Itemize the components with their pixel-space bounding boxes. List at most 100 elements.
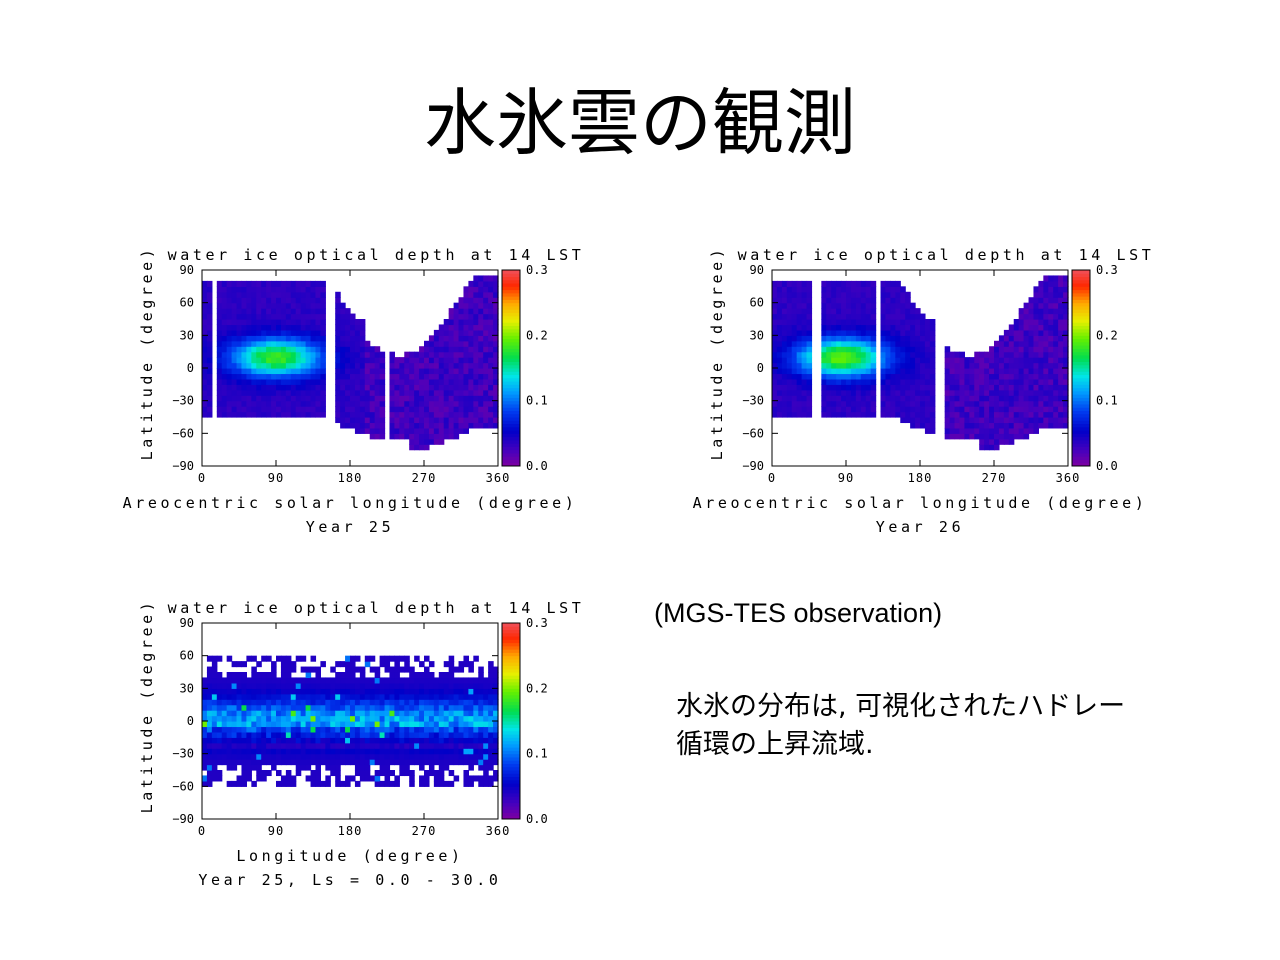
heatmap-cell: [414, 682, 420, 689]
heatmap-cell: [226, 319, 233, 326]
heatmap-cell: [261, 373, 267, 380]
heatmap-cell: [231, 280, 238, 287]
colorbar-segment: [502, 792, 520, 797]
heatmap-cell: [458, 324, 465, 331]
heatmap-cell: [984, 395, 990, 402]
heatmap-cell: [974, 433, 980, 440]
heatmap-cell: [335, 373, 341, 380]
heatmap-cell: [330, 721, 336, 728]
heatmap-cell: [954, 395, 961, 402]
heatmap-cell: [221, 400, 228, 407]
heatmap-cell: [409, 721, 415, 728]
heatmap-cell: [404, 655, 410, 662]
heatmap-cell: [483, 329, 489, 336]
heatmap-cell: [271, 699, 277, 706]
heatmap-cell: [369, 693, 376, 700]
heatmap-cell: [280, 759, 287, 766]
heatmap-cell: [202, 324, 208, 331]
heatmap-cell: [241, 775, 247, 782]
heatmap-cell: [1058, 351, 1064, 358]
heatmap-cell: [1053, 384, 1059, 391]
heatmap-cell: [900, 362, 906, 369]
heatmap-cell: [419, 672, 425, 679]
heatmap-cell: [1058, 340, 1064, 347]
heatmap-cell: [493, 313, 499, 320]
colorbar-tick-label: 0.0: [526, 459, 548, 473]
heatmap-cell: [488, 340, 494, 347]
heatmap-cell: [290, 693, 297, 700]
heatmap-cell: [1023, 384, 1030, 391]
colorbar-segment: [502, 737, 520, 742]
heatmap-cell: [954, 357, 961, 364]
heatmap-cell: [404, 400, 410, 407]
heatmap-cell: [831, 378, 837, 385]
heatmap-cell: [776, 335, 783, 342]
heatmap-cell: [433, 748, 440, 755]
heatmap-cell: [772, 286, 778, 293]
heatmap-cell: [246, 704, 252, 711]
heatmap-cell: [1033, 351, 1039, 358]
heatmap-cell: [836, 302, 842, 309]
heatmap-cell: [359, 411, 366, 418]
heatmap-cell: [493, 308, 499, 315]
heatmap-cell: [320, 351, 326, 358]
heatmap-cell: [772, 384, 778, 391]
heatmap-cell: [801, 302, 808, 309]
heatmap-cell: [841, 335, 847, 342]
heatmap-cell: [285, 753, 292, 760]
heatmap-cell: [1038, 395, 1044, 402]
heatmap-cell: [261, 324, 267, 331]
heatmap-cell: [998, 422, 1005, 429]
heatmap-cell: [1033, 378, 1039, 385]
heatmap-cell: [905, 357, 911, 364]
heatmap-cell: [345, 422, 351, 429]
heatmap-cell: [979, 395, 985, 402]
heatmap-cell: [478, 742, 484, 749]
heatmap-cell: [271, 346, 277, 353]
heatmap-cell: [384, 731, 391, 738]
heatmap-cell: [772, 308, 778, 315]
heatmap-cell: [458, 710, 465, 717]
heatmap-cell: [226, 378, 233, 385]
heatmap-cell: [290, 340, 297, 347]
heatmap-cell: [290, 280, 297, 287]
heatmap-cell: [468, 411, 474, 418]
heatmap-cell: [369, 775, 376, 782]
heatmap-cell: [354, 378, 361, 385]
heatmap-cell: [424, 427, 430, 434]
heatmap-cell: [384, 693, 391, 700]
heatmap-cell: [478, 704, 484, 711]
heatmap-cell: [211, 731, 218, 738]
heatmap-cell: [1038, 417, 1044, 424]
colorbar-segment: [502, 446, 520, 451]
heatmap-cell: [483, 693, 489, 700]
heatmap-cell: [488, 362, 494, 369]
heatmap-cell: [276, 346, 282, 353]
heatmap-cell: [315, 313, 321, 320]
heatmap-cell: [478, 726, 484, 733]
heatmap-cell: [300, 688, 307, 695]
heatmap-cell: [424, 759, 430, 766]
heatmap-cell: [374, 721, 381, 728]
heatmap-cell: [979, 444, 985, 451]
heatmap-cell: [369, 357, 376, 364]
heatmap-cell: [900, 417, 906, 424]
heatmap-cell: [216, 721, 223, 728]
heatmap-cell: [271, 329, 277, 336]
heatmap-cell: [979, 400, 985, 407]
heatmap-cell: [438, 775, 445, 782]
heatmap-cell: [448, 710, 455, 717]
heatmap-cell: [399, 395, 405, 402]
heatmap-cell: [419, 753, 425, 760]
colorbar-segment: [502, 645, 520, 650]
heatmap-cell: [226, 351, 233, 358]
heatmap-cell: [438, 378, 445, 385]
heatmap-cell: [266, 753, 272, 760]
heatmap-cell: [216, 748, 223, 755]
heatmap-cell: [1048, 384, 1054, 391]
heatmap-cell: [276, 340, 282, 347]
heatmap-cell: [315, 340, 321, 347]
heatmap-cell: [354, 357, 361, 364]
heatmap-cell: [310, 291, 317, 298]
heatmap-cell: [271, 411, 277, 418]
